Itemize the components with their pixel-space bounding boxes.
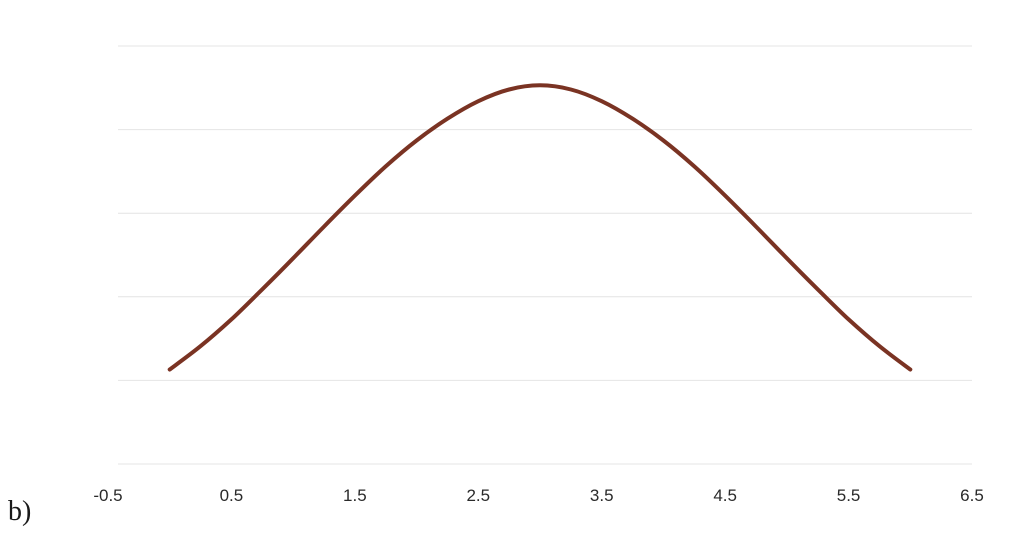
part-label: b) [8, 496, 32, 527]
x-tick-label: 4.5 [713, 486, 737, 505]
series-line [167, 83, 913, 372]
x-tick-label: -0.5 [93, 486, 122, 505]
x-tick-label: 2.5 [466, 486, 490, 505]
x-tick-label: 1.5 [343, 486, 367, 505]
x-tick-label: 6.5 [960, 486, 984, 505]
gridlines [118, 45, 972, 465]
x-axis-ticks: -0.5 0.5 1.5 2.5 3.5 4.5 5.5 6.5 [93, 486, 983, 505]
x-tick-label: 3.5 [590, 486, 614, 505]
x-tick-label: 5.5 [837, 486, 861, 505]
series [167, 83, 913, 372]
x-tick-label: 0.5 [220, 486, 244, 505]
